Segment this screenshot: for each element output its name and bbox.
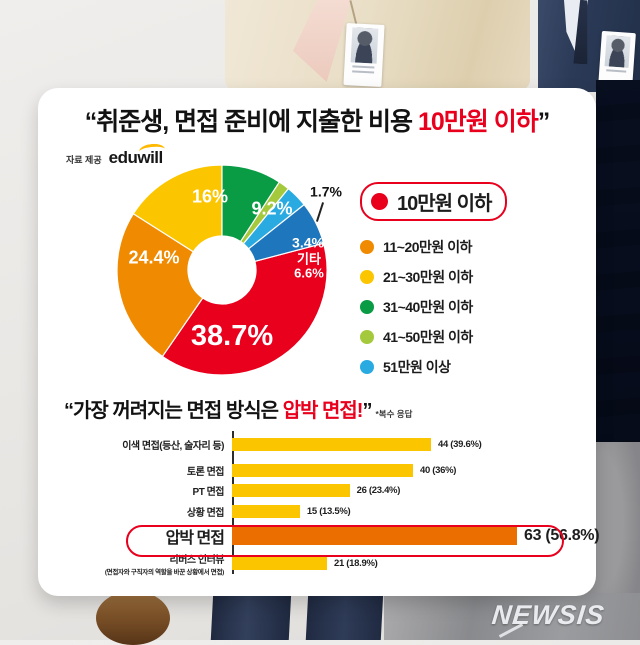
bar-category-label: 리버스 인터뷰	[169, 554, 225, 566]
donut-segment-1	[116, 212, 204, 358]
badge-text-line	[605, 69, 627, 74]
source-label: 자료 제공	[66, 155, 102, 165]
bar-row-2: PT 면접 26 (23.4%)	[98, 480, 570, 501]
bar-value: 40 (36%)	[420, 464, 457, 476]
bar-label: PT 면접	[98, 483, 232, 498]
legend-item-3: 31~40만원 이하	[360, 297, 473, 317]
donut-label-16: 16%	[191, 186, 229, 207]
bar-label: 리버스 인터뷰 (면접자와 구직자의 역할을 바꾼 상황에서 면접)	[98, 551, 232, 576]
bar-value: 44 (39.6%)	[438, 439, 482, 450]
page-title: “취준생, 면접 준비에 지출한 비용 10만원 이하”	[38, 102, 596, 138]
badge-photo	[350, 27, 379, 64]
badge-text-line	[351, 65, 375, 69]
donut-segment-6	[247, 203, 325, 263]
legend-dot-icon	[360, 300, 374, 314]
title-prefix: “취준생, 면접 준비에 지출한 비용	[84, 108, 418, 136]
bar-0	[232, 438, 431, 451]
donut-label-38-7: 38.7%	[190, 319, 274, 352]
legend-item-1: 11~20만원 이하	[360, 237, 472, 257]
legend-item-4: 41~50만원 이하	[360, 327, 473, 347]
highlight-oval	[126, 525, 564, 557]
newsis-watermark: NEWSIS	[490, 600, 607, 630]
donut-label-24-4: 24.4%	[128, 247, 180, 268]
person-navy-suit	[538, 0, 640, 92]
title-highlight: 10만원 이하	[417, 108, 539, 136]
legend-dot-icon	[360, 360, 374, 374]
legend-label: 41~50만원 이하	[383, 329, 473, 345]
wooden-stool	[96, 591, 170, 645]
legend-dot-icon	[360, 330, 374, 344]
source-credit: 자료 제공 eduwill	[66, 142, 166, 168]
title-suffix: ”	[537, 108, 550, 136]
bar-row-4: 압박 면접 63 (56.8%)	[98, 521, 600, 550]
legend-label: 11~20만원 이하	[383, 239, 472, 255]
legend-dot-icon	[371, 193, 388, 210]
bar-chart: 이색 면접(등산, 술자리 등) 44 (39.6%) 토론 면접 40 (36%) P…	[98, 429, 600, 576]
legend-dot-icon	[360, 270, 374, 284]
donut-segment-2	[132, 164, 223, 253]
donut-label-9-2: 9.2%	[251, 198, 293, 219]
bar-value: 21 (18.9%)	[334, 557, 378, 569]
legend-item-2: 21~30만원 이하	[360, 267, 473, 287]
legend-item-0: 10만원 이하	[360, 182, 508, 221]
eduwill-logo: eduwill	[109, 142, 166, 168]
legend-label: 51만원 이상	[383, 359, 451, 375]
bar-row-3: 상황 면접 15 (13.5%)	[98, 501, 570, 521]
bar-category-label: 토론 면접	[186, 466, 225, 478]
section2-highlight: 압박 면접!	[282, 400, 364, 422]
person-beige-blouse	[293, 0, 351, 82]
bar-category-label: PT 면접	[192, 487, 225, 498]
bar-row-5: 리버스 인터뷰 (면접자와 구직자의 역할을 바꾼 상황에서 면접) 21 (18.…	[98, 550, 570, 576]
badge-text-line	[351, 70, 375, 74]
person-beige-jacket	[225, 0, 530, 90]
legend: 10만원 이하 11~20만원 이하 21~30만원 이하 31~40만원 이하 41~…	[360, 182, 508, 377]
section2-suffix: ”	[362, 400, 372, 422]
legend-label: 10만원 이하	[397, 193, 492, 215]
donut-label-etc: 기타 6.6%	[294, 251, 324, 280]
bar-label: 토론 면접	[98, 463, 232, 478]
section2-note: *복수 응답	[375, 409, 413, 419]
section2-title: “가장 꺼려지는 면접 방식은 압박 면접!” *복수 응답	[64, 394, 412, 423]
bar-category-label: 상황 면접	[186, 507, 225, 519]
legend-label: 21~30만원 이하	[383, 269, 473, 285]
bar-label: 압박 면접	[98, 524, 232, 548]
bar-2	[232, 484, 350, 497]
donut-chart	[116, 164, 328, 376]
donut-label-1-7: 1.7%	[310, 183, 342, 200]
bar-5	[232, 556, 327, 570]
donut-segment-0	[161, 242, 328, 376]
bar-category-sublabel: (면접자와 구직자의 역할을 바꾼 상황에서 면접)	[104, 568, 224, 576]
legend-dot-icon	[360, 240, 374, 254]
person-gray-suit	[384, 593, 640, 640]
bar-3	[232, 504, 300, 518]
bar-category-label: 압박 면접	[165, 529, 225, 547]
bar-1	[232, 463, 413, 477]
bar-value: 26 (23.4%)	[356, 485, 401, 496]
bar-value: 15 (13.5%)	[306, 505, 351, 517]
bar-label: 이색 면접(등산, 술자리 등)	[98, 437, 232, 452]
legend-label: 31~40만원 이하	[383, 299, 473, 315]
bar-label: 상황 면접	[98, 504, 232, 519]
bar-row-0: 이색 면접(등산, 술자리 등) 44 (39.6%)	[98, 429, 570, 460]
section2-prefix: “가장 꺼려지는 면접 방식은	[64, 400, 283, 422]
legend-item-5: 51만원 이상	[360, 357, 451, 377]
bar-category-label: 이색 면접(등산, 술자리 등)	[122, 441, 224, 452]
id-badge	[343, 23, 385, 87]
navy-trouser-leg	[305, 593, 384, 640]
donut-label-3-4: 3.4%	[292, 234, 324, 251]
person-navy-suit-side	[596, 80, 640, 452]
navy-trouser-leg	[210, 593, 292, 640]
badge-photo	[604, 35, 631, 69]
bar-4	[232, 526, 517, 545]
infographic-card: “취준생, 면접 준비에 지출한 비용 10만원 이하” 자료 제공 eduwi…	[38, 88, 600, 596]
bar-row-1: 토론 면접 40 (36%)	[98, 460, 570, 480]
eduwill-swoosh-icon	[138, 142, 166, 159]
